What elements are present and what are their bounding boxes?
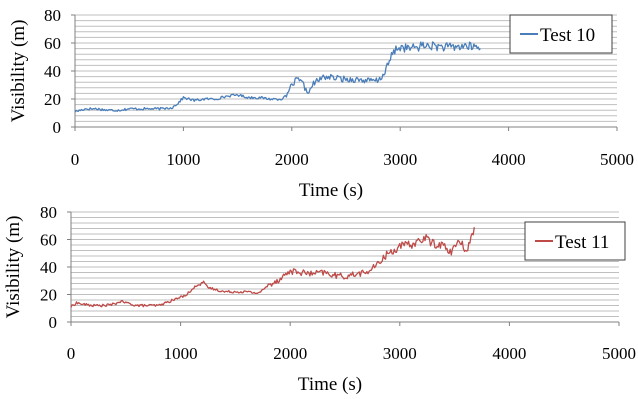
x-tick-label: 1000 [164,344,198,363]
y-axis-label: Visibility (m) [3,216,24,319]
y-tick-label: 80 [44,6,61,25]
x-tick-label: 2000 [273,344,307,363]
chart-panel-1: 0 20 40 60 80 0 1000 2000 3000 4000 5000 Time (s) Vi… [8,6,634,201]
x-tick-label: 0 [71,150,80,169]
y-tick-label: 20 [40,286,57,305]
legend-label: Test 10 [540,25,595,46]
x-tick-label: 3000 [383,344,417,363]
x-tick-label: 3000 [383,150,417,169]
x-tick-label: 1000 [166,150,200,169]
x-axis-label: Time (s) [298,374,362,395]
x-tick-label: 5000 [602,344,636,363]
y-tick-label: 40 [40,258,57,277]
y-tick-label: 60 [44,34,61,53]
x-tick-label: 4000 [492,150,526,169]
y-tick-label: 80 [40,203,57,222]
y-axis-label: Visibility (m) [8,20,29,123]
x-tick-label: 0 [67,344,76,363]
chart-panel-2: 0 20 40 60 80 0 1000 2000 3000 4000 5000 Time (s) Vi… [3,203,636,395]
y-tick-label: 0 [53,118,62,137]
legend-label: Test 11 [555,232,609,253]
y-tick-label: 20 [44,90,61,109]
y-tick-label: 60 [40,231,57,250]
x-tick-label: 2000 [275,150,309,169]
x-tick-label: 4000 [492,344,526,363]
series-line-test-11 [70,227,475,308]
y-tick-label: 40 [44,62,61,81]
x-tick-label: 5000 [600,150,634,169]
series-line-test-10 [74,41,481,113]
y-tick-label: 0 [49,313,58,332]
x-axis-label: Time (s) [299,180,363,201]
